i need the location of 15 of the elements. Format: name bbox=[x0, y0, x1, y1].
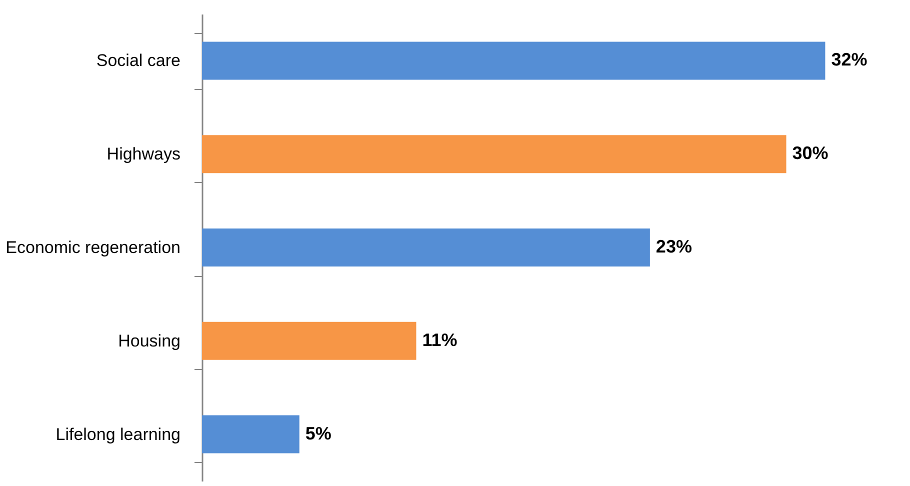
data-label: 23% bbox=[656, 236, 692, 256]
data-label: 5% bbox=[305, 423, 332, 444]
bar bbox=[202, 135, 786, 174]
bar bbox=[202, 228, 650, 266]
data-label: 32% bbox=[831, 50, 868, 70]
data-label: 30% bbox=[792, 143, 828, 164]
bar bbox=[202, 42, 826, 80]
y-tick-label: Lifelong learning bbox=[56, 424, 180, 444]
y-tick-label: Highways bbox=[106, 144, 180, 164]
y-tick-label: Social care bbox=[96, 51, 180, 70]
y-tick-label: Housing bbox=[118, 331, 180, 350]
bar bbox=[202, 415, 300, 454]
y-tick-label: Economic regeneration bbox=[6, 238, 180, 257]
bar bbox=[202, 322, 416, 360]
data-label: 11% bbox=[422, 330, 458, 350]
